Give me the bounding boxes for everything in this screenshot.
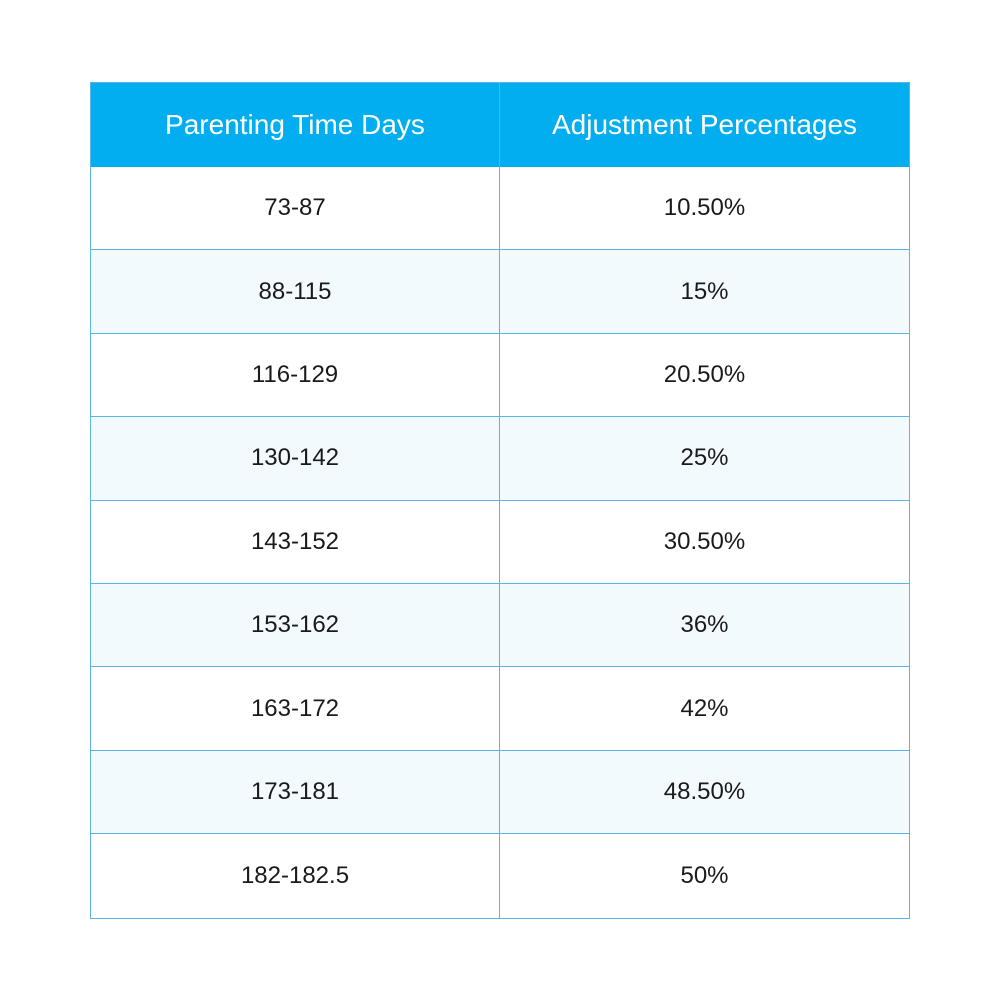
table-row: 173-181 48.50% xyxy=(91,750,909,835)
days-cell: 182-182.5 xyxy=(91,834,500,918)
days-cell: 116-129 xyxy=(91,333,500,417)
header-adjustment-percentages: Adjustment Percentages xyxy=(551,109,858,140)
percentage-cell: 50% xyxy=(680,861,729,889)
days-cell: 153-162 xyxy=(91,583,500,667)
days-cell: 88-115 xyxy=(91,250,500,333)
percentage-cell: 25% xyxy=(680,444,729,472)
days-cell: 143-152 xyxy=(91,500,500,583)
table-row: 73-87 10.50% xyxy=(91,167,909,251)
days-cell: 73-87 xyxy=(91,167,500,250)
table-row: 182-182.5 50% xyxy=(91,834,909,918)
days-cell: 163-172 xyxy=(91,667,500,750)
days-cell: 173-181 xyxy=(91,750,500,834)
header-parenting-time-days: Parenting Time Days xyxy=(91,83,500,167)
percentage-cell: 10.50% xyxy=(663,194,746,222)
table-row: 163-172 42% xyxy=(91,667,909,751)
table-row: 130-142 25% xyxy=(91,417,909,501)
table-row: 116-129 20.50% xyxy=(91,333,909,418)
table-row: 143-152 30.50% xyxy=(91,500,909,584)
adjustment-table: Parenting Time Days Adjustment Percentag… xyxy=(90,82,910,919)
table-header-row: Parenting Time Days Adjustment Percentag… xyxy=(91,83,909,167)
days-cell: 130-142 xyxy=(91,417,500,500)
percentage-cell: 20.50% xyxy=(663,360,746,388)
percentage-cell: 42% xyxy=(680,694,729,722)
percentage-cell: 30.50% xyxy=(663,527,746,555)
percentage-cell: 48.50% xyxy=(663,777,746,805)
percentage-cell: 15% xyxy=(680,277,729,305)
table-row: 88-115 15% xyxy=(91,250,909,334)
percentage-cell: 36% xyxy=(680,611,729,639)
table-row: 153-162 36% xyxy=(91,583,909,668)
